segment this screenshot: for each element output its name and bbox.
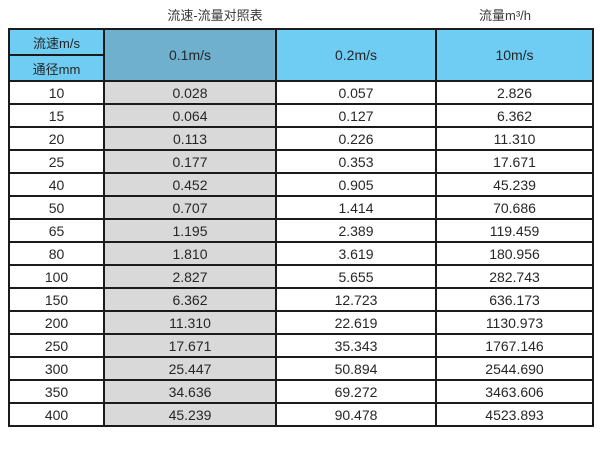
flow-value-cell: 45.239 (103, 402, 277, 427)
diameter-cell: 40 (8, 172, 105, 197)
flow-value-cell: 6.362 (435, 103, 594, 128)
diameter-cell: 80 (8, 241, 105, 266)
flow-value-cell: 1130.973 (435, 310, 594, 335)
flow-value-cell: 17.671 (435, 149, 594, 174)
table-body: 10 0.028 0.057 2.826 15 0.064 0.127 6.362 20 0.11… (8, 80, 594, 427)
flow-value-cell: 4523.893 (435, 402, 594, 427)
flow-value-cell: 0.707 (103, 195, 277, 220)
table-row: 250 17.671 35.343 1767.146 (8, 333, 594, 358)
diameter-cell: 250 (8, 333, 105, 358)
flow-value-cell: 69.272 (275, 379, 437, 404)
table-row: 40 0.452 0.905 45.239 (8, 172, 594, 197)
table-row: 20 0.113 0.226 11.310 (8, 126, 594, 151)
flow-value-cell: 0.452 (103, 172, 277, 197)
diameter-cell: 15 (8, 103, 105, 128)
table-row: 80 1.810 3.619 180.956 (8, 241, 594, 266)
flow-value-cell: 0.226 (275, 126, 437, 151)
diameter-cell: 10 (8, 80, 105, 105)
flow-value-cell: 11.310 (435, 126, 594, 151)
flow-value-cell: 34.636 (103, 379, 277, 404)
flow-value-cell: 282.743 (435, 264, 594, 289)
column-header-0-1ms: 0.1m/s (103, 28, 277, 82)
flow-value-cell: 12.723 (275, 287, 437, 312)
flow-value-cell: 0.177 (103, 149, 277, 174)
flow-value-cell: 0.905 (275, 172, 437, 197)
column-header-10ms: 10m/s (435, 28, 594, 82)
corner-diameter-label: 通径mm (8, 54, 105, 82)
flow-value-cell: 636.173 (435, 287, 594, 312)
flow-value-cell: 119.459 (435, 218, 594, 243)
flow-value-cell: 25.447 (103, 356, 277, 381)
table-row: 200 11.310 22.619 1130.973 (8, 310, 594, 335)
flow-value-cell: 0.353 (275, 149, 437, 174)
titlebar: 流速-流量对照表 流量m³/h (0, 0, 600, 28)
flow-value-cell: 35.343 (275, 333, 437, 358)
diameter-cell: 50 (8, 195, 105, 220)
flow-value-cell: 22.619 (275, 310, 437, 335)
flow-value-cell: 50.894 (275, 356, 437, 381)
flow-value-cell: 90.478 (275, 402, 437, 427)
column-header-0-2ms: 0.2m/s (275, 28, 437, 82)
flow-value-cell: 0.064 (103, 103, 277, 128)
table-row: 150 6.362 12.723 636.173 (8, 287, 594, 312)
flow-value-cell: 180.956 (435, 241, 594, 266)
table-row: 15 0.064 0.127 6.362 (8, 103, 594, 128)
diameter-cell: 100 (8, 264, 105, 289)
flow-value-cell: 2.827 (103, 264, 277, 289)
table-row: 10 0.028 0.057 2.826 (8, 80, 594, 105)
diameter-cell: 150 (8, 287, 105, 312)
flow-value-cell: 6.362 (103, 287, 277, 312)
table-header: 流速m/s 0.1m/s 0.2m/s 10m/s 通径mm (8, 28, 594, 82)
flow-value-cell: 0.057 (275, 80, 437, 105)
corner-velocity-label: 流速m/s (8, 28, 105, 56)
flow-value-cell: 3463.606 (435, 379, 594, 404)
table-row: 300 25.447 50.894 2544.690 (8, 356, 594, 381)
flow-value-cell: 1.195 (103, 218, 277, 243)
table-row: 25 0.177 0.353 17.671 (8, 149, 594, 174)
table-row: 100 2.827 5.655 282.743 (8, 264, 594, 289)
diameter-cell: 300 (8, 356, 105, 381)
header-row-bottom: 通径mm (8, 54, 593, 82)
flow-value-cell: 0.028 (103, 80, 277, 105)
flow-value-cell: 5.655 (275, 264, 437, 289)
table-row: 400 45.239 90.478 4523.893 (8, 402, 594, 427)
header-row-top: 流速m/s 0.1m/s 0.2m/s 10m/s (8, 28, 594, 82)
diameter-cell: 65 (8, 218, 105, 243)
table-row: 65 1.195 2.389 119.459 (8, 218, 594, 243)
flow-value-cell: 3.619 (275, 241, 437, 266)
flow-value-cell: 2.389 (275, 218, 437, 243)
diameter-cell: 350 (8, 379, 105, 404)
flow-value-cell: 1.414 (275, 195, 437, 220)
diameter-cell: 200 (8, 310, 105, 335)
flow-value-cell: 11.310 (103, 310, 277, 335)
diameter-cell: 25 (8, 149, 105, 174)
flow-value-cell: 0.113 (103, 126, 277, 151)
flow-value-cell: 70.686 (435, 195, 594, 220)
flow-value-cell: 1767.146 (435, 333, 594, 358)
flow-value-cell: 2544.690 (435, 356, 594, 381)
diameter-cell: 20 (8, 126, 105, 151)
table-title: 流速-流量对照表 (167, 8, 263, 23)
diameter-cell: 400 (8, 402, 105, 427)
flow-unit-label: 流量m³/h (478, 8, 532, 23)
flow-value-cell: 2.826 (435, 80, 594, 105)
flow-value-cell: 17.671 (103, 333, 277, 358)
flow-rate-table: 流速m/s 0.1m/s 0.2m/s 10m/s 通径mm 10 0.028 0.… (8, 28, 594, 427)
table-row: 350 34.636 69.272 3463.606 (8, 379, 594, 404)
table-row: 50 0.707 1.414 70.686 (8, 195, 594, 220)
flow-value-cell: 1.810 (103, 241, 277, 266)
flow-value-cell: 45.239 (435, 172, 594, 197)
flow-value-cell: 0.127 (275, 103, 437, 128)
